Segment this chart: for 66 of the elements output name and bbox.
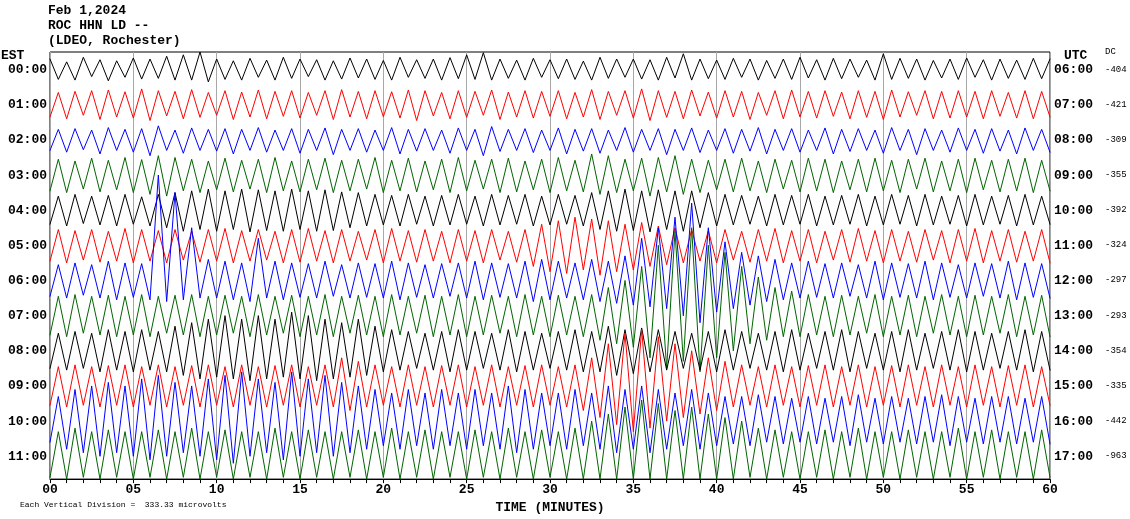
y2-tick-label: 17:00 xyxy=(1054,448,1094,464)
y-tick-label: 04:00 xyxy=(7,202,48,218)
x-tick-label: 55 xyxy=(958,482,975,498)
y-tick-label: 00:00 xyxy=(7,62,48,78)
line-series xyxy=(49,329,1051,433)
text: -355 xyxy=(1105,170,1127,181)
x-tick-label: 35 xyxy=(625,482,642,498)
y2-tick-label: 08:00 xyxy=(1054,132,1094,148)
x-tick-label: 00 xyxy=(42,482,58,498)
line-series xyxy=(49,153,1051,197)
y2-tick-label: 13:00 xyxy=(1054,308,1094,324)
text: DC xyxy=(1105,46,1117,57)
y-tick-label: 10:00 xyxy=(7,413,48,429)
x-tick-label: 60 xyxy=(1042,482,1058,498)
text: -404 xyxy=(1105,64,1127,75)
text: -354 xyxy=(1105,345,1127,356)
y-tick-label: 03:00 xyxy=(7,167,48,183)
x-tick-label: 45 xyxy=(792,482,808,498)
y-axis-title: EST xyxy=(1,48,25,63)
line-series xyxy=(49,371,1051,464)
y-tick-label: 06:00 xyxy=(7,272,48,288)
y2-tick-label: 16:00 xyxy=(1054,413,1094,429)
line-series xyxy=(49,174,1051,324)
text: -963 xyxy=(1105,451,1127,462)
text: -421 xyxy=(1105,99,1127,110)
x-tick-label: 40 xyxy=(708,482,725,498)
line-series xyxy=(49,399,1051,480)
text: -335 xyxy=(1105,380,1127,391)
y2-tick-label: 07:00 xyxy=(1054,97,1094,113)
y-tick-label: 05:00 xyxy=(7,237,48,253)
x-tick-label: 10 xyxy=(208,482,225,498)
text: -442 xyxy=(1105,416,1127,427)
x-tick-label: 05 xyxy=(125,482,142,498)
y2-tick-label: 06:00 xyxy=(1054,62,1094,78)
y-tick-label: 07:00 xyxy=(7,308,48,324)
x-tick-label: 25 xyxy=(458,482,475,498)
line-series xyxy=(49,216,1051,276)
y2-tick-label: 10:00 xyxy=(1054,202,1094,218)
text: -293 xyxy=(1105,310,1127,321)
x-tick-label: 15 xyxy=(292,482,308,498)
chart-title: Feb 1,2024 xyxy=(48,3,127,18)
line-series xyxy=(49,88,1051,122)
y2-tick-label: 15:00 xyxy=(1054,378,1094,394)
x-tick-label: 50 xyxy=(875,482,892,498)
y-tick-label: 09:00 xyxy=(7,378,48,394)
text: (LDEO, Rochester) xyxy=(48,33,181,48)
text: -392 xyxy=(1105,205,1127,216)
line-series xyxy=(49,227,1051,373)
x-axis-title: TIME (MINUTES) xyxy=(495,500,605,515)
x-tick-label: 30 xyxy=(542,482,558,498)
text: -297 xyxy=(1105,275,1127,286)
x-tick-label: 20 xyxy=(375,482,392,498)
text: Each Vertical Division = 333.33 microvolts xyxy=(20,499,227,509)
y2-tick-label: 12:00 xyxy=(1054,272,1094,288)
text: -324 xyxy=(1105,240,1127,251)
chart-subtitle: ROC HHN LD -- xyxy=(48,18,150,33)
y2-tick-label: 11:00 xyxy=(1054,237,1094,253)
y-tick-label: 11:00 xyxy=(7,448,48,464)
line-series xyxy=(49,125,1051,157)
y-tick-label: 08:00 xyxy=(7,343,48,359)
y2-tick-label: 14:00 xyxy=(1054,343,1094,359)
y-tick-label: 01:00 xyxy=(7,97,48,113)
y2-tick-label: 09:00 xyxy=(1054,167,1094,183)
y2-axis-title: UTC xyxy=(1064,48,1088,63)
text: -309 xyxy=(1105,134,1127,145)
y-tick-label: 02:00 xyxy=(7,132,48,148)
